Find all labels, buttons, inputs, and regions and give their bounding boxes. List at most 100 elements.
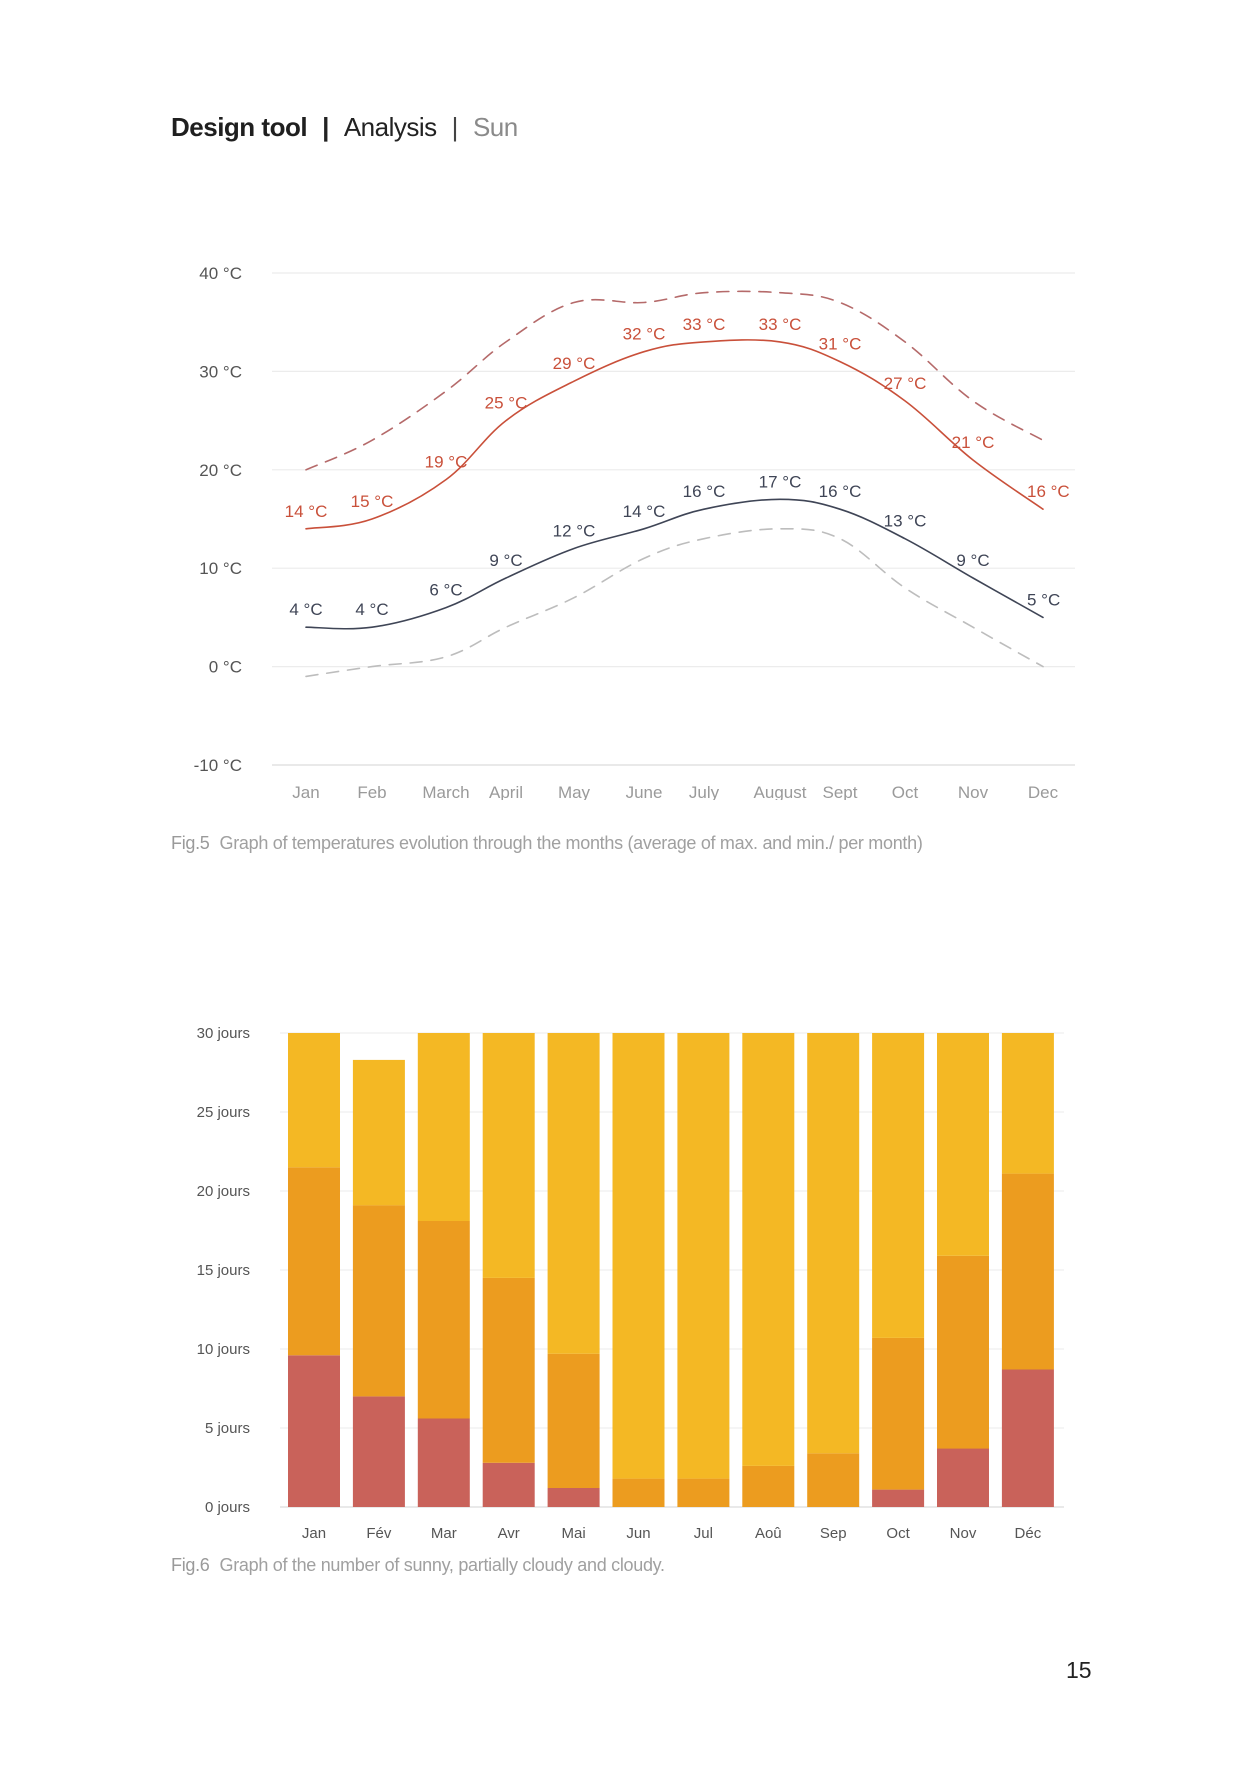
- max-temp-label: 33 °C: [683, 315, 726, 334]
- y-tick-label: 40 °C: [199, 264, 242, 283]
- bar-segment-partially-cloudy: [872, 1337, 925, 1490]
- x-tick-label: July: [689, 783, 720, 800]
- x-tick-label: Aoû: [755, 1525, 782, 1542]
- bar-segment-partially-cloudy: [742, 1465, 795, 1507]
- max-temp-label: 21 °C: [952, 433, 995, 452]
- bar-segment-sunny: [807, 1033, 860, 1454]
- temperature-chart: 40 °C 30 °C 20 °C 10 °C 0 °C -10 °C Jan Feb Marc…: [194, 264, 1075, 800]
- y-tick-label: 20 °C: [199, 461, 242, 480]
- bar-segment-sunny: [288, 1033, 340, 1168]
- y-tick-label: 30 jours: [197, 1025, 250, 1042]
- min-temp-label: 14 °C: [623, 502, 666, 521]
- page-header: Design tool | Analysis | Sun: [171, 112, 518, 143]
- x-tick-label: Fév: [366, 1525, 392, 1542]
- bar-segment-partially-cloudy: [288, 1167, 340, 1356]
- record-max-dashed-line: [305, 290, 1044, 471]
- bar-segment-sunny: [677, 1033, 730, 1479]
- fig6-number: Fig.6: [171, 1555, 210, 1575]
- min-temp-line: [305, 498, 1044, 630]
- x-tick-label: Sept: [823, 783, 858, 800]
- bar-segment-sunny: [482, 1033, 535, 1278]
- max-temp-line: [305, 339, 1044, 530]
- x-tick-label: Sep: [820, 1525, 847, 1542]
- x-tick-label: Feb: [357, 783, 386, 800]
- max-temp-label: 15 °C: [351, 492, 394, 511]
- record-min-dashed-line: [305, 527, 1044, 678]
- x-tick-label: Oct: [892, 783, 919, 800]
- bar-segment-cloudy: [482, 1462, 535, 1507]
- bar-segment-sunny: [417, 1033, 470, 1221]
- bar-segment-partially-cloudy: [352, 1205, 405, 1397]
- fig6-caption: Fig.6 Graph of the number of sunny, parti…: [171, 1555, 665, 1576]
- y-tick-label: -10 °C: [194, 756, 242, 775]
- min-temp-label: 6 °C: [429, 581, 462, 600]
- bar-segment-cloudy: [417, 1418, 470, 1507]
- fig5-caption: Fig.5 Graph of temperatures evolution thr…: [171, 833, 923, 854]
- x-tick-label: Jul: [694, 1525, 713, 1542]
- max-temp-label: 14 °C: [285, 502, 328, 521]
- bar-segment-sunny: [742, 1033, 795, 1466]
- max-temp-label: 27 °C: [884, 374, 927, 393]
- bar-segment-sunny: [1001, 1033, 1054, 1174]
- max-temp-label: 32 °C: [623, 325, 666, 344]
- bar-segment-partially-cloudy: [547, 1353, 600, 1488]
- min-temp-label: 5 °C: [1027, 590, 1060, 609]
- x-tick-label: Déc: [1015, 1525, 1042, 1542]
- header-title: Design tool: [171, 112, 308, 142]
- x-tick-label: May: [558, 783, 591, 800]
- x-tick-label: August: [754, 783, 807, 800]
- bar-segment-sunny: [937, 1033, 989, 1256]
- header-separator: |: [322, 112, 329, 142]
- y-tick-label: 20 jours: [197, 1183, 250, 1200]
- bar-segment-cloudy: [872, 1489, 925, 1507]
- bar-segment-cloudy: [352, 1396, 405, 1507]
- x-tick-label: June: [626, 783, 663, 800]
- x-tick-label: Nov: [958, 783, 989, 800]
- header-subsection: Sun: [472, 112, 518, 142]
- min-temp-label: 12 °C: [553, 522, 596, 541]
- max-temp-label: 29 °C: [553, 354, 596, 373]
- max-temp-label: 31 °C: [819, 335, 862, 354]
- max-temp-label: 33 °C: [759, 315, 802, 334]
- min-temp-label: 16 °C: [819, 482, 862, 501]
- bar-segment-partially-cloudy: [1001, 1173, 1054, 1370]
- y-tick-label: 0 jours: [205, 1499, 250, 1516]
- min-temp-label: 9 °C: [489, 551, 522, 570]
- page-number: 15: [1066, 1657, 1092, 1683]
- x-tick-label: Mai: [562, 1525, 586, 1542]
- x-tick-label: Oct: [886, 1525, 910, 1542]
- bar-segment-sunny: [872, 1033, 925, 1338]
- y-tick-label: 10 jours: [197, 1341, 250, 1358]
- min-temp-label: 17 °C: [759, 472, 802, 491]
- y-tick-label: 5 jours: [205, 1420, 250, 1437]
- min-temp-label: 4 °C: [289, 600, 322, 619]
- x-tick-label: March: [422, 783, 469, 800]
- y-tick-label: 30 °C: [199, 362, 242, 381]
- max-temp-label: 16 °C: [1027, 482, 1070, 501]
- min-temp-label: 16 °C: [683, 482, 726, 501]
- bar-segment-cloudy: [1001, 1369, 1054, 1507]
- fig5-text: Graph of temperatures evolution through …: [219, 833, 923, 853]
- bar-segment-cloudy: [937, 1448, 989, 1507]
- x-tick-label: Jun: [626, 1525, 650, 1542]
- y-tick-label: 15 jours: [197, 1262, 250, 1279]
- x-tick-label: Jan: [292, 783, 319, 800]
- min-temp-label: 4 °C: [355, 600, 388, 619]
- y-tick-label: 10 °C: [199, 559, 242, 578]
- bar-segment-partially-cloudy: [612, 1478, 665, 1507]
- bar-segment-partially-cloudy: [482, 1277, 535, 1463]
- bar-segment-partially-cloudy: [417, 1221, 470, 1419]
- y-tick-label: 25 jours: [197, 1104, 250, 1121]
- x-tick-label: Jan: [302, 1525, 326, 1542]
- x-tick-label: Dec: [1028, 783, 1059, 800]
- min-temp-label: 9 °C: [956, 551, 989, 570]
- y-tick-label: 0 °C: [209, 658, 242, 677]
- bar-segment-partially-cloudy: [937, 1255, 989, 1449]
- sunshine-bar-chart: 30 jours 25 jours 20 jours 15 jours 10 jours…: [197, 1025, 1064, 1542]
- bar-segment-sunny: [547, 1033, 600, 1354]
- bar-segment-sunny: [612, 1033, 665, 1479]
- x-tick-label: April: [489, 783, 523, 800]
- bar-segment-cloudy: [547, 1488, 600, 1507]
- bar-segment-partially-cloudy: [677, 1478, 730, 1507]
- min-temp-label: 13 °C: [884, 512, 927, 531]
